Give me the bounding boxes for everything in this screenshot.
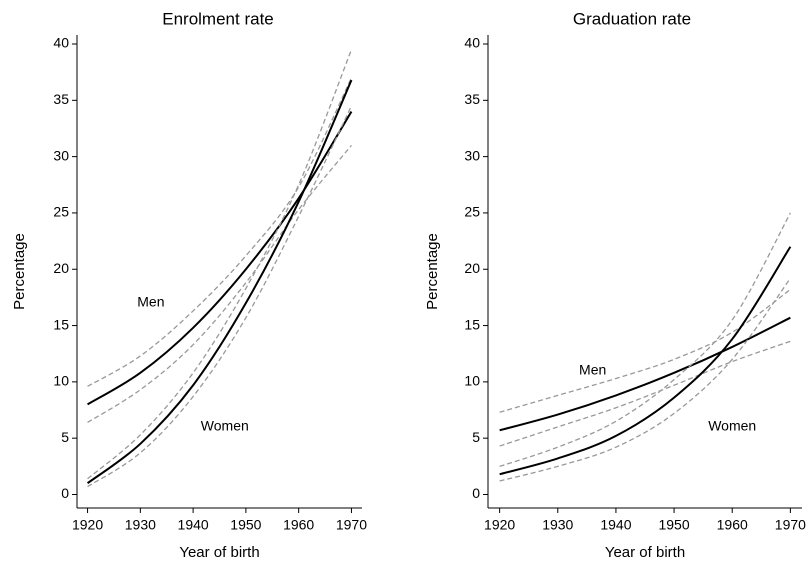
x-tick-label: 1970 [775,517,806,533]
ci-upper [87,77,353,387]
ci-lower [499,277,791,482]
x-tick-label: 1920 [484,517,515,533]
x-tick-label: 1920 [72,517,103,533]
chart-title: Enrolment rate [162,9,274,28]
x-axis-label: Year of birth [605,544,685,561]
y-tick-label: 10 [464,373,480,389]
x-tick-label: 1970 [336,517,367,533]
ci-lower [499,340,791,447]
x-tick-label: 1930 [125,517,156,533]
y-tick-label: 25 [53,204,69,220]
x-tick-label: 1960 [717,517,748,533]
ci-upper [499,288,791,413]
y-tick-label: 0 [61,485,69,501]
x-tick-label: 1940 [600,517,631,533]
y-tick-label: 40 [53,35,69,51]
line [499,246,792,476]
y-tick-label: 35 [464,91,480,107]
x-tick-label: 1950 [230,517,261,533]
y-tick-label: 40 [464,35,480,51]
y-tick-label: 30 [53,147,69,163]
annotation: Women [201,418,249,434]
ci-upper [87,49,353,480]
y-tick-label: 20 [53,260,69,276]
y-tick-label: 5 [472,429,480,445]
y-tick-label: 35 [53,91,69,107]
y-axis-label: Percentage [424,233,441,310]
y-axis-label: Percentage [11,233,28,310]
annotation: Women [708,418,756,434]
y-tick-label: 0 [472,485,480,501]
y-tick-label: 10 [53,373,69,389]
y-tick-label: 20 [464,260,480,276]
x-axis-label: Year of birth [179,544,259,561]
x-tick-label: 1960 [283,517,314,533]
chart-title: Graduation rate [573,9,691,28]
y-tick-label: 25 [464,204,480,220]
annotation: Men [579,361,606,377]
x-tick-label: 1930 [542,517,573,533]
y-tick-label: 5 [61,429,69,445]
x-tick-label: 1940 [178,517,209,533]
x-tick-label: 1950 [658,517,689,533]
line [499,316,791,432]
ci-upper [499,212,791,467]
annotation: Men [137,294,164,310]
y-tick-label: 15 [464,316,480,332]
y-tick-label: 15 [53,316,69,332]
line [86,79,353,485]
line [87,111,353,406]
y-tick-label: 30 [464,147,480,163]
